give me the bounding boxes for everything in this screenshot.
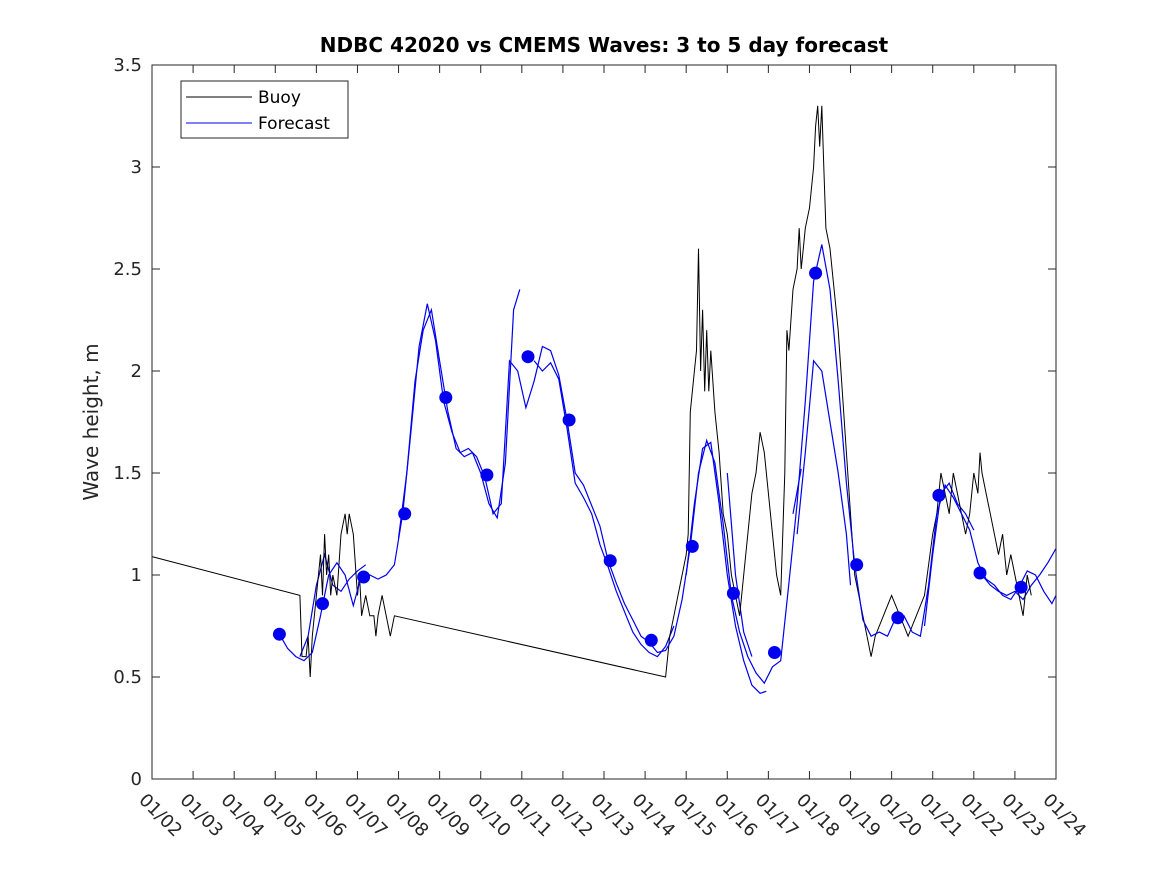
- y-tick-label: 0.5: [113, 667, 142, 688]
- y-tick-label: 1.5: [113, 463, 142, 484]
- forecast-marker-6: [480, 468, 494, 482]
- forecast-marker-9: [603, 554, 617, 568]
- plot-area: 01/0201/0301/0401/0501/0601/0701/0801/09…: [113, 55, 1090, 841]
- forecast-marker-10: [644, 633, 658, 647]
- legend: Buoy Forecast: [180, 80, 349, 139]
- forecast-line-run-4: [796, 359, 852, 586]
- axes-background: [152, 65, 1056, 779]
- forecast-marker-18: [973, 566, 987, 580]
- forecast-marker-5: [439, 391, 453, 404]
- forecast-marker-19: [1014, 580, 1028, 594]
- y-tick-label: 2: [131, 361, 142, 382]
- forecast-marker-1: [272, 627, 286, 641]
- forecast-marker-12: [726, 586, 740, 600]
- forecast-marker-3: [357, 570, 371, 584]
- y-axis-label: Wave height, m: [79, 343, 103, 500]
- y-tick-label: 3: [131, 157, 142, 178]
- chart-title: NDBC 42020 vs CMEMS Waves: 3 to 5 day fo…: [320, 33, 889, 57]
- forecast-line-run-2: [533, 360, 675, 658]
- y-tick-label: 1: [131, 565, 142, 586]
- y-tick-label: 3.5: [113, 55, 142, 76]
- forecast-line-run-9: [299, 552, 367, 657]
- forecast-marker-13: [768, 646, 781, 659]
- forecast-marker-7: [521, 350, 535, 364]
- forecast-line-run-8: [726, 472, 753, 657]
- marker-layer: [272, 266, 1028, 659]
- forecast-marker-16: [891, 611, 905, 625]
- forecast-marker-15: [850, 558, 864, 572]
- forecast-marker-4: [398, 507, 412, 521]
- forecast-marker-2: [316, 597, 329, 611]
- legend-label-forecast: Forecast: [258, 114, 330, 134]
- legend-box: [180, 80, 349, 139]
- series-layer: [151, 105, 1057, 694]
- forecast-marker-17: [932, 488, 946, 502]
- forecast-marker-11: [685, 539, 699, 553]
- y-tick-label: 0: [131, 769, 142, 790]
- forecast-marker-14: [809, 266, 823, 280]
- y-tick-label: 2.5: [113, 259, 142, 280]
- forecast-marker-8: [562, 413, 576, 427]
- forecast-line: [278, 244, 1057, 685]
- legend-label-buoy: Buoy: [258, 88, 301, 108]
